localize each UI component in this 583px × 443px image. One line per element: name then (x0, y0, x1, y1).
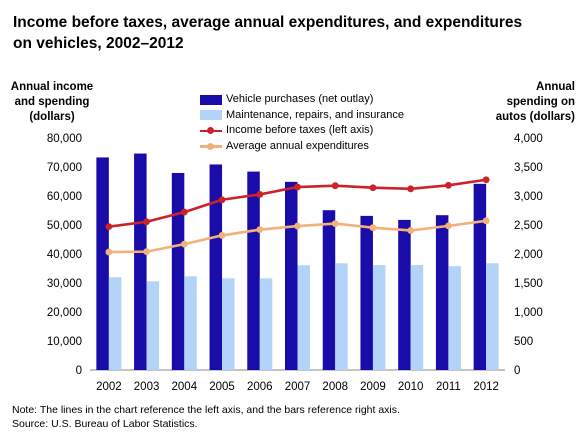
bar-vehicle-purchases (473, 183, 487, 370)
right-tick-label: 2,000 (514, 249, 543, 261)
point-income (218, 196, 226, 204)
legend-item-maintenance: Maintenance, repairs, and insurance (200, 108, 404, 124)
bar-vehicle-purchases (171, 172, 185, 370)
legend-swatch-income (200, 126, 222, 136)
left-tick-label: 10,000 (47, 336, 82, 348)
legend-swatch-expenditures (200, 141, 222, 151)
legend-item-expenditures: Average annual expenditures (200, 139, 404, 155)
point-income (482, 176, 490, 184)
point-income (256, 191, 264, 198)
chart-legend: Vehicle purchases (net outlay) Maintenan… (200, 92, 404, 154)
point-income (331, 182, 339, 190)
point-income (369, 184, 377, 192)
point-expenditures (180, 240, 188, 248)
bar-maintenance (222, 278, 235, 370)
bar-vehicle-purchases (96, 157, 109, 370)
bar-maintenance (108, 277, 122, 370)
right-tick-label: 3,000 (514, 191, 543, 203)
point-expenditures (331, 220, 339, 227)
point-income (180, 208, 188, 216)
point-expenditures (482, 217, 490, 225)
point-expenditures (407, 227, 415, 234)
chart-title: Income before taxes, average annual expe… (13, 14, 523, 52)
bar-maintenance (335, 263, 348, 370)
point-expenditures (105, 248, 113, 256)
left-tick-label: 40,000 (47, 249, 82, 261)
legend-label-expenditures: Average annual expenditures (226, 139, 369, 152)
bar-vehicle-purchases (209, 164, 223, 370)
x-tick-label: 2007 (285, 381, 311, 393)
bar-vehicle-purchases (398, 219, 411, 370)
point-expenditures (369, 224, 377, 232)
x-tick-label: 2006 (247, 381, 273, 393)
bar-maintenance (372, 265, 386, 370)
left-tick-label: 60,000 (47, 191, 82, 203)
right-tick-label: 0 (514, 365, 520, 377)
x-tick-label: 2009 (360, 381, 386, 393)
right-tick-label: 1,500 (514, 278, 543, 290)
x-tick-label: 2012 (473, 381, 499, 393)
x-tick-label: 2010 (398, 381, 424, 393)
right-tick-label: 500 (514, 336, 533, 348)
point-income (143, 218, 150, 226)
point-expenditures (218, 232, 226, 239)
point-expenditures (256, 226, 264, 234)
x-tick-label: 2003 (134, 381, 160, 393)
x-tick-label: 2008 (322, 381, 348, 393)
bar-maintenance (297, 265, 310, 370)
bar-vehicle-purchases (435, 215, 449, 370)
legend-label-vehicle-purchases: Vehicle purchases (net outlay) (226, 93, 374, 105)
legend-label-income: Income before taxes (left axis) (226, 124, 374, 136)
bar-vehicle-purchases (285, 181, 298, 370)
right-tick-label: 1,000 (514, 307, 543, 319)
bar-vehicle-purchases (134, 153, 147, 370)
point-expenditures (294, 222, 301, 230)
point-income (105, 223, 113, 231)
point-income (407, 185, 415, 193)
chart-note: Note: The lines in the chart reference t… (12, 404, 400, 416)
right-tick-label: 3,500 (514, 162, 543, 174)
x-tick-label: 2005 (209, 381, 235, 393)
bar-maintenance (146, 281, 160, 370)
bar-vehicle-purchases (322, 210, 336, 370)
bar-maintenance (448, 266, 461, 370)
bar-vehicle-purchases (360, 215, 373, 370)
left-tick-label: 50,000 (47, 220, 82, 232)
bar-vehicle-purchases (247, 171, 260, 370)
point-income (445, 181, 452, 189)
bar-maintenance (259, 278, 273, 370)
legend-label-maintenance: Maintenance, repairs, and insurance (226, 108, 404, 121)
point-expenditures (445, 222, 452, 230)
left-tick-label: 30,000 (47, 278, 82, 290)
legend-item-income: Income before taxes (left axis) (200, 123, 404, 139)
legend-swatch-vehicle-purchases (200, 94, 222, 105)
left-tick-label: 70,000 (47, 162, 82, 174)
left-tick-label: 0 (76, 365, 82, 377)
chart-source: Source: U.S. Bureau of Labor Statistics. (12, 418, 198, 430)
legend-swatch-maintenance (200, 110, 222, 121)
left-tick-label: 80,000 (47, 133, 82, 145)
point-expenditures (143, 248, 150, 256)
right-tick-label: 4,000 (514, 133, 543, 145)
left-axis-title: Annual income and spending (dollars) (10, 81, 94, 123)
point-income (294, 183, 301, 191)
right-tick-label: 2,500 (514, 220, 543, 232)
bar-maintenance (184, 276, 197, 370)
x-tick-label: 2011 (436, 381, 461, 393)
legend-item-vehicle-purchases: Vehicle purchases (net outlay) (200, 92, 404, 108)
left-tick-label: 20,000 (47, 307, 82, 319)
right-axis-title: Annual spending on autos (dollars) (495, 81, 575, 123)
bar-maintenance (486, 263, 499, 370)
bar-maintenance (410, 265, 424, 370)
x-tick-label: 2004 (172, 381, 198, 393)
x-tick-label: 2002 (96, 381, 122, 393)
